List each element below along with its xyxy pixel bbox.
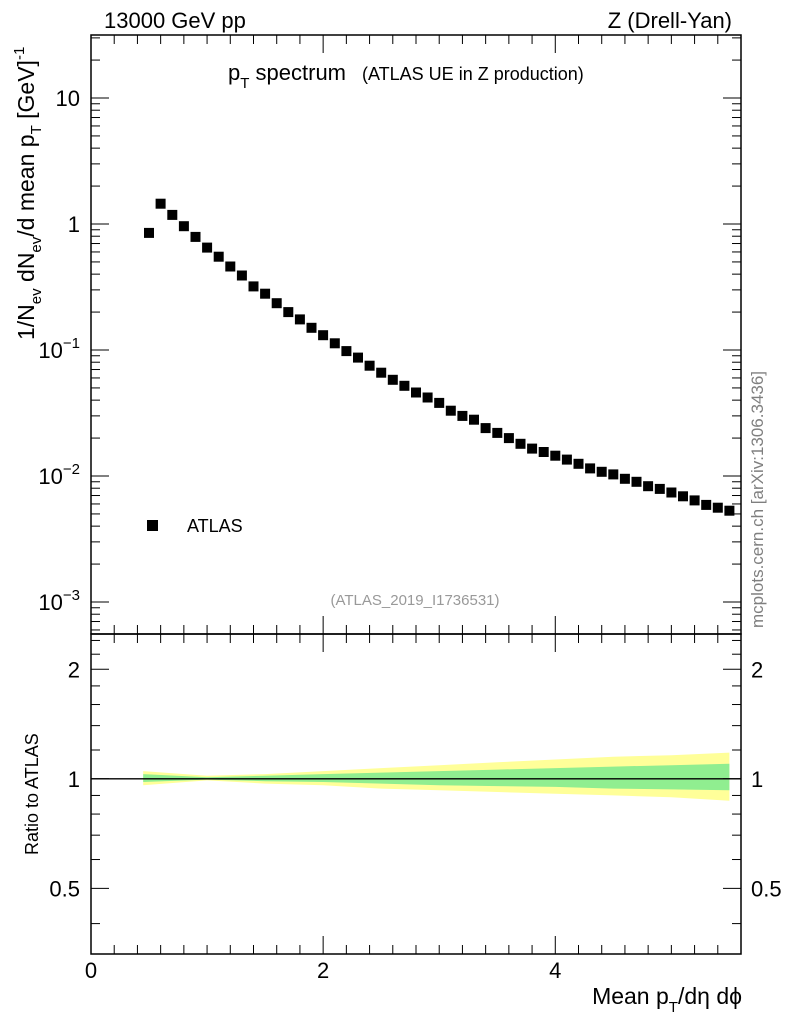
atlas-data-point: [631, 476, 642, 487]
atlas-data-point: [294, 314, 305, 325]
ratio-y-axis-title: Ratio to ATLAS: [22, 733, 42, 855]
side-source-label: mcplots.cern.ch [arXiv:1306.3436]: [748, 371, 767, 628]
atlas-data-point: [712, 502, 723, 513]
atlas-data-point: [213, 251, 224, 262]
ratio-y-tick-label-right: 0.5: [751, 876, 782, 901]
atlas-data-point: [654, 483, 665, 494]
ratio-y-tick-label-right: 2: [751, 657, 763, 682]
atlas-data-point: [445, 405, 456, 416]
atlas-data-point: [236, 270, 247, 281]
atlas-data-point: [387, 374, 398, 385]
header-energy-label: 13000 GeV pp: [104, 8, 246, 33]
legend-label: ATLAS: [187, 516, 243, 536]
atlas-data-point: [643, 481, 654, 492]
x-tick-label: 2: [317, 958, 329, 983]
atlas-data-point: [271, 298, 282, 309]
atlas-data-point: [689, 495, 700, 506]
main-title: pT spectrum: [228, 60, 346, 92]
atlas-data-point: [550, 450, 561, 461]
atlas-data-point: [411, 387, 421, 398]
atlas-data-point: [422, 392, 433, 403]
ratio-y-tick-label: 1: [68, 767, 80, 792]
atlas-data-point: [724, 505, 735, 516]
atlas-data-point: [608, 469, 619, 480]
atlas-data-point: [260, 288, 271, 299]
atlas-data-point: [678, 491, 688, 502]
atlas-data-point: [329, 338, 340, 349]
main-title-sub: T: [240, 75, 249, 92]
atlas-data-point: [364, 360, 375, 371]
atlas-data-point: [492, 427, 503, 438]
atlas-data-point: [353, 352, 363, 363]
atlas-data-point: [538, 447, 549, 457]
atlas-data-point: [457, 410, 468, 421]
atlas-data-point: [202, 242, 213, 253]
atlas-data-point: [190, 231, 201, 242]
main-y-tick-label: 10−3: [38, 587, 80, 615]
main-y-axis-title: 1/Nev dNev/d mean pT [GeV]-1: [11, 47, 45, 340]
atlas-data-point: [434, 397, 445, 408]
atlas-data-point: [619, 473, 630, 484]
atlas-data-point: [225, 261, 236, 272]
atlas-data-point: [178, 221, 189, 232]
main-axis-ticks: 10 1 10−1 10−2 10−3: [38, 37, 741, 631]
ratio-band-green: [143, 763, 730, 791]
main-y-tick-label: 10−2: [38, 461, 80, 489]
atlas-data-point: [341, 346, 352, 357]
ratio-y-tick-label-right: 1: [751, 767, 763, 792]
atlas-data-point: [306, 322, 317, 333]
main-title-note: (ATLAS UE in Z production): [362, 64, 584, 84]
main-y-tick-label: 1: [68, 212, 80, 237]
atlas-data-point: [503, 433, 514, 444]
atlas-data-point: [167, 209, 178, 220]
atlas-data-point: [318, 330, 329, 341]
main-y-tick-label: 10: [56, 86, 80, 111]
atlas-data-point: [701, 499, 712, 510]
ratio-y-tick-label: 0.5: [49, 876, 80, 901]
atlas-data-point: [573, 458, 584, 469]
main-title-rest: spectrum: [249, 60, 346, 85]
main-y-tick-label: 10−1: [38, 335, 80, 363]
x-tick-label: 4: [549, 958, 561, 983]
atlas-data-point: [480, 423, 491, 434]
atlas-data-point: [596, 466, 607, 477]
ratio-axis-ticks: 0 2 4 2 2 1 1 0.5 0.5: [49, 35, 782, 983]
atlas-data-point: [515, 438, 526, 449]
atlas-data-points: [144, 198, 735, 516]
analysis-watermark: (ATLAS_2019_I1736531): [330, 592, 499, 609]
atlas-data-point: [527, 443, 538, 454]
atlas-data-point: [283, 307, 294, 318]
atlas-data-point: [585, 463, 596, 474]
atlas-data-point: [376, 367, 387, 378]
legend-marker: [147, 520, 158, 531]
x-axis-title: Mean pT/dη dϕ: [592, 983, 742, 1016]
x-tick-label: 0: [85, 958, 97, 983]
main-title-p: p: [228, 60, 240, 85]
atlas-data-point: [469, 414, 479, 425]
atlas-data-point: [248, 281, 259, 292]
atlas-data-point: [144, 227, 154, 238]
atlas-data-point: [399, 380, 410, 391]
atlas-data-point: [561, 454, 572, 465]
atlas-data-point: [155, 198, 166, 209]
atlas-data-point: [666, 487, 677, 498]
ratio-y-tick-label: 2: [68, 657, 80, 682]
header-process-label: Z (Drell-Yan): [608, 8, 732, 33]
main-panel-frame: [90, 34, 742, 635]
ratio-bands: [91, 752, 741, 801]
